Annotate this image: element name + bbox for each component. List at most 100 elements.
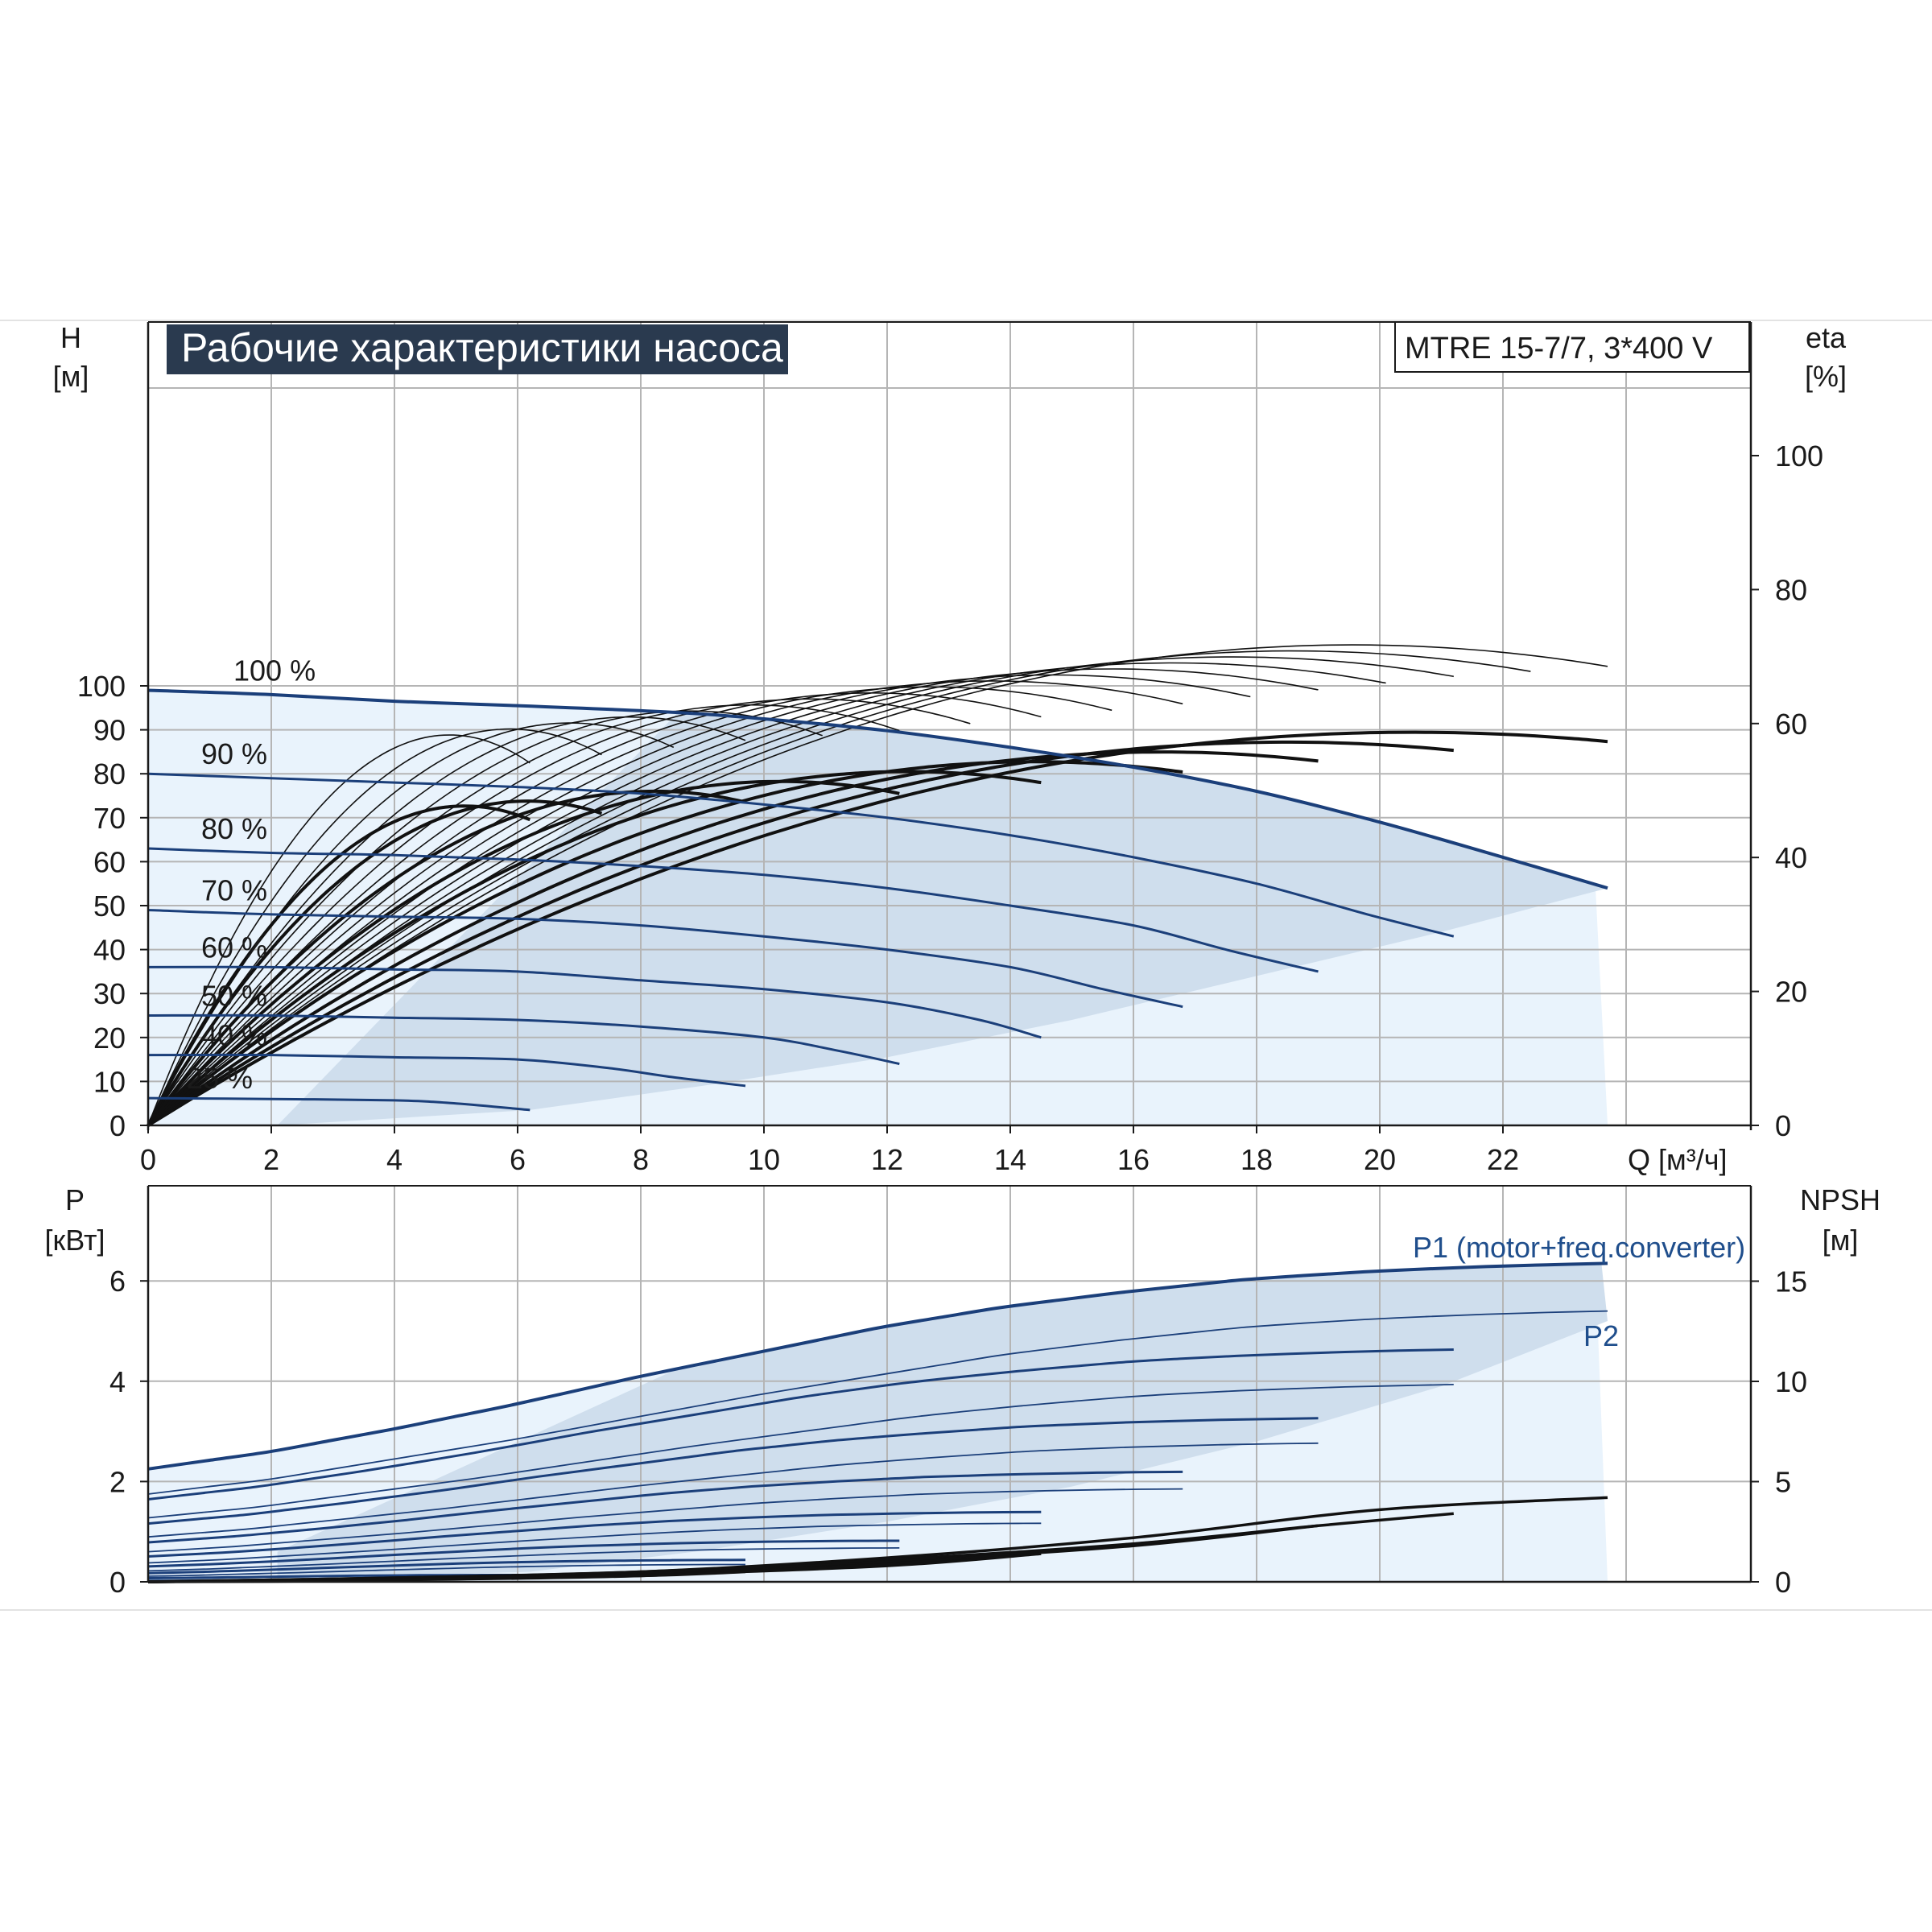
eta-tick-label: 60 bbox=[1775, 708, 1807, 741]
curves bbox=[147, 644, 1608, 1583]
npsh-tick-label: 0 bbox=[1775, 1566, 1791, 1599]
p2-curve bbox=[147, 1563, 745, 1577]
npsh-axis-label: NPSH bbox=[1800, 1183, 1880, 1216]
flow-tick-label: 22 bbox=[1487, 1143, 1519, 1176]
p2-curve bbox=[147, 1310, 1608, 1495]
flow-tick-label: 14 bbox=[994, 1143, 1026, 1176]
p2-curve bbox=[147, 1488, 1183, 1553]
flow-tick-label: 16 bbox=[1117, 1143, 1150, 1176]
p1-label: P1 (motor+freq.converter) bbox=[1413, 1231, 1745, 1264]
head-curve-25pct bbox=[147, 1096, 530, 1112]
head-curve-50pct bbox=[147, 1013, 900, 1066]
speed-label: 25 % bbox=[187, 1062, 253, 1095]
head-curve-80pct bbox=[147, 847, 1319, 973]
chart-title: Рабочие характеристики насоса bbox=[181, 325, 783, 370]
head-axis-unit: [м] bbox=[53, 360, 89, 393]
p1-curve bbox=[147, 1470, 1183, 1544]
power-tick-label: 4 bbox=[109, 1365, 126, 1398]
head-tick-label: 40 bbox=[93, 934, 126, 967]
npsh-tick-label: 10 bbox=[1775, 1365, 1807, 1398]
efficiency-curve bbox=[147, 716, 746, 1126]
efficiency-curve bbox=[147, 668, 1319, 1126]
head-tick-label: 0 bbox=[109, 1109, 126, 1142]
p1-curve bbox=[147, 1510, 1042, 1558]
head-tick-label: 90 bbox=[93, 714, 126, 747]
flow-tick-label: 0 bbox=[140, 1143, 156, 1176]
eta-tick-label: 100 bbox=[1775, 440, 1823, 473]
efficiency-curve-total bbox=[147, 740, 1454, 1127]
speed-label: 50 % bbox=[201, 980, 267, 1013]
efficiency-curve-total bbox=[147, 779, 900, 1127]
flow-tick-label: 2 bbox=[263, 1143, 279, 1176]
title-banner bbox=[167, 324, 788, 374]
grid bbox=[148, 322, 1751, 1582]
head-tick-label: 30 bbox=[93, 977, 126, 1010]
efficiency-curve-total bbox=[147, 750, 1319, 1127]
efficiency-curve bbox=[147, 686, 1113, 1126]
eta-tick-label: 40 bbox=[1775, 841, 1807, 874]
power-region-operating bbox=[277, 1263, 1608, 1579]
p1-curve bbox=[147, 1558, 746, 1575]
efficiency-curve bbox=[147, 710, 823, 1126]
head-region-operating bbox=[277, 712, 1608, 1125]
p2-curve bbox=[147, 1384, 1454, 1519]
head-tick-label: 20 bbox=[93, 1022, 126, 1055]
head-tick-label: 10 bbox=[93, 1065, 126, 1098]
tick-labels: 100 %90 %80 %70 %60 %50 %40 %25 %0102030… bbox=[77, 440, 1823, 1599]
head-tick-label: 70 bbox=[93, 802, 126, 835]
head-curve-90pct bbox=[147, 772, 1455, 938]
eta-axis-label: eta bbox=[1806, 321, 1847, 354]
speed-label: 60 % bbox=[201, 931, 267, 964]
speed-label: 70 % bbox=[201, 873, 267, 906]
efficiency-curve bbox=[147, 734, 530, 1126]
efficiency-curve bbox=[147, 656, 1454, 1126]
flow-tick-label: 4 bbox=[386, 1143, 402, 1176]
p1-curve bbox=[147, 1348, 1454, 1501]
head-tick-label: 60 bbox=[93, 845, 126, 878]
p2-curve bbox=[147, 1547, 900, 1572]
p1-curve bbox=[147, 1539, 900, 1568]
flow-tick-label: 12 bbox=[871, 1143, 903, 1176]
eta-tick-label: 80 bbox=[1775, 573, 1807, 606]
head-curve-100pct bbox=[147, 688, 1608, 890]
power-tick-label: 0 bbox=[109, 1566, 126, 1599]
efficiency-curve-total bbox=[147, 770, 1042, 1127]
power-tick-label: 2 bbox=[109, 1465, 126, 1498]
eta-tick-label: 0 bbox=[1775, 1109, 1791, 1142]
p1-curve bbox=[147, 1417, 1319, 1525]
head-curve-70pct bbox=[147, 909, 1183, 1009]
npsh-axis-unit: [м] bbox=[1823, 1224, 1859, 1257]
eta-axis-unit: [%] bbox=[1805, 360, 1847, 393]
efficiency-curve bbox=[147, 674, 1251, 1126]
flow-tick-label: 18 bbox=[1241, 1143, 1273, 1176]
head-curve-40pct bbox=[147, 1053, 746, 1088]
efficiency-curve-total bbox=[147, 804, 531, 1126]
efficiency-curve-total bbox=[147, 760, 1183, 1127]
labels: Рабочие характеристики насоса MTRE 15-7/… bbox=[44, 321, 1880, 1352]
p1-curve bbox=[147, 1261, 1608, 1471]
efficiency-curve bbox=[147, 728, 602, 1126]
head-tick-label: 80 bbox=[93, 758, 126, 791]
speed-label: 100 % bbox=[233, 654, 316, 687]
model-box bbox=[1394, 321, 1750, 373]
flow-tick-label: 6 bbox=[510, 1143, 526, 1176]
efficiency-curve-total bbox=[147, 730, 1608, 1127]
power-tick-label: 6 bbox=[109, 1265, 126, 1298]
head-curve-60pct bbox=[147, 965, 1042, 1039]
flow-tick-label: 8 bbox=[633, 1143, 649, 1176]
power-axis-unit: [кВт] bbox=[44, 1224, 105, 1257]
speed-label: 40 % bbox=[201, 1019, 267, 1052]
p2-label: P2 bbox=[1583, 1319, 1619, 1352]
flow-tick-label: 20 bbox=[1364, 1143, 1396, 1176]
eta-tick-label: 20 bbox=[1775, 976, 1807, 1009]
model-label: MTRE 15-7/7, 3*400 V bbox=[1405, 332, 1713, 365]
flow-tick-label: 10 bbox=[748, 1143, 780, 1176]
efficiency-curve bbox=[147, 692, 1042, 1126]
power-axis-label: P bbox=[65, 1183, 85, 1216]
efficiency-curve bbox=[147, 644, 1608, 1126]
head-axis-label: H bbox=[60, 321, 81, 354]
head-tick-label: 50 bbox=[93, 890, 126, 923]
efficiency-curve-total bbox=[147, 789, 746, 1127]
p2-curve bbox=[147, 1522, 1042, 1564]
